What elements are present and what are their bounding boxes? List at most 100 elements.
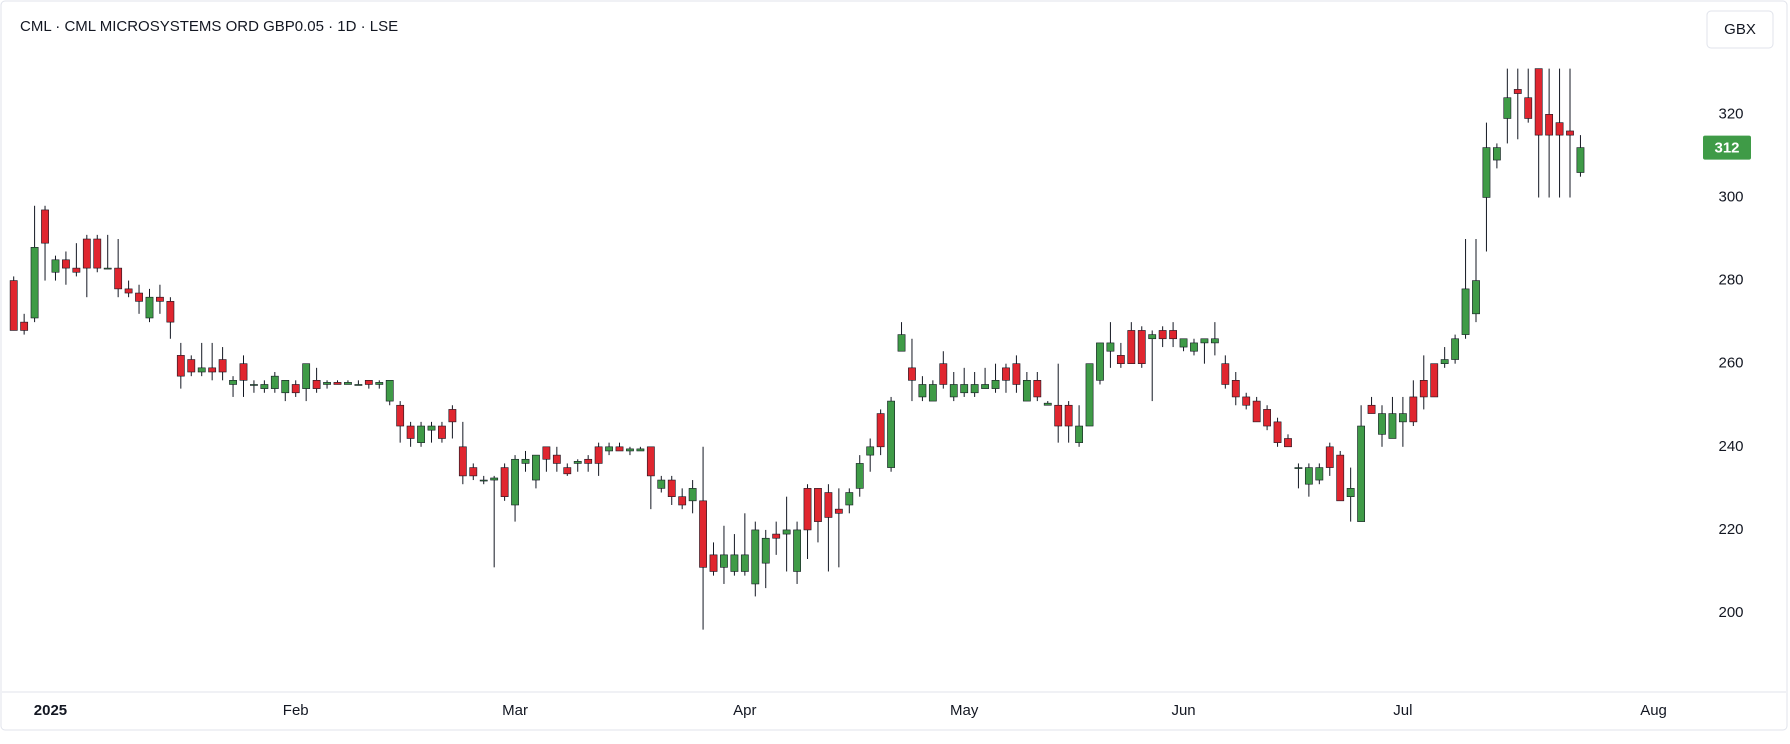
candle-body — [51, 259, 60, 273]
candle-body — [1472, 280, 1480, 315]
candle-body — [740, 554, 749, 572]
candle-body — [1492, 147, 1501, 161]
y-tick-label: 300 — [1718, 188, 1743, 205]
candle-body — [354, 384, 363, 386]
candle-body — [1482, 147, 1491, 198]
candle-body — [542, 446, 551, 460]
x-tick-label: Aug — [1640, 702, 1667, 719]
candle-body — [458, 446, 467, 477]
candle-body — [1419, 380, 1428, 398]
candle-body — [636, 448, 645, 452]
candle-body — [30, 247, 39, 319]
candle-body — [406, 425, 415, 439]
y-tick-label: 280 — [1718, 272, 1743, 289]
candle-body — [1106, 342, 1115, 352]
candle-body — [1378, 413, 1386, 435]
candle-body — [1022, 380, 1031, 402]
candle-body — [1210, 338, 1219, 344]
candle-body — [1430, 363, 1439, 398]
candle-body — [20, 321, 29, 331]
candle-body — [834, 508, 843, 514]
candle-body — [260, 384, 269, 389]
candle-body — [730, 554, 739, 572]
x-tick-label: May — [950, 702, 979, 719]
x-tick-label: Jul — [1393, 702, 1412, 719]
candle-body — [1085, 363, 1094, 427]
candle-body — [699, 500, 707, 568]
candle-body — [1169, 330, 1177, 340]
candle-body — [657, 479, 666, 489]
y-tick-label: 240 — [1718, 438, 1743, 455]
candle-body — [866, 446, 875, 456]
candle-body — [239, 363, 248, 381]
candle-body — [897, 334, 906, 352]
candle-body — [751, 529, 760, 585]
candle-body — [1461, 288, 1470, 335]
candle-body — [772, 533, 781, 539]
candle-body — [72, 267, 81, 273]
candle-body — [323, 382, 331, 385]
candle-body — [385, 380, 394, 402]
candle-body — [490, 477, 499, 481]
candle-body — [605, 446, 613, 452]
candle-body — [1284, 438, 1292, 448]
candle-body — [124, 288, 133, 294]
candle-body — [1336, 454, 1345, 502]
candle-body — [1179, 338, 1188, 348]
candle-body — [1116, 355, 1125, 364]
last-price-label: 312 — [1714, 140, 1739, 157]
candle-body — [417, 425, 425, 443]
candle-body — [281, 380, 290, 394]
candle-body — [688, 488, 697, 502]
candle-body — [1043, 402, 1052, 406]
candle-body — [469, 467, 478, 477]
candle-body — [949, 384, 958, 398]
candle-body — [1325, 446, 1334, 468]
candle-body — [594, 446, 603, 464]
candle-body — [1221, 363, 1230, 385]
candle-body — [1555, 122, 1564, 136]
candle-body — [626, 448, 634, 452]
currency-label[interactable]: GBX — [1724, 21, 1756, 38]
candle-body — [573, 461, 582, 464]
candle-body — [1054, 404, 1063, 427]
candle-body — [1524, 97, 1533, 119]
candle-body — [981, 384, 989, 389]
candle-body — [166, 301, 175, 323]
x-tick-label: Jun — [1171, 702, 1195, 719]
candle-body — [1158, 330, 1167, 340]
candle-body — [1357, 425, 1366, 522]
candle-body — [1367, 404, 1376, 414]
candle-body — [364, 380, 373, 385]
candle-body — [1534, 68, 1543, 136]
candle-body — [845, 492, 854, 506]
candle-body — [270, 375, 279, 389]
candle-body — [229, 380, 237, 385]
candle-body — [646, 446, 655, 477]
chart-title: CML · CML MICROSYSTEMS ORD GBP0.05 · 1D … — [20, 18, 398, 35]
candle-body — [532, 454, 540, 481]
x-tick-label: Mar — [502, 702, 528, 719]
candle-body — [887, 400, 895, 468]
y-tick-label: 220 — [1718, 521, 1743, 538]
candle-body — [552, 454, 561, 464]
candle-body — [908, 367, 916, 381]
candle-body — [761, 537, 770, 564]
candle-body — [1304, 467, 1313, 485]
currency-button[interactable] — [1706, 10, 1774, 49]
candle-body — [333, 382, 342, 385]
candle-body — [928, 384, 937, 402]
candle-body — [41, 209, 49, 244]
candle-body — [344, 382, 352, 385]
candle-body — [1231, 380, 1240, 398]
candle-body — [9, 280, 18, 331]
candle-body — [1033, 380, 1042, 398]
candle-body — [145, 296, 154, 319]
candle-body — [1200, 338, 1209, 344]
candle-body — [709, 554, 718, 572]
candle-body — [876, 413, 885, 448]
candle-body — [1002, 367, 1010, 381]
